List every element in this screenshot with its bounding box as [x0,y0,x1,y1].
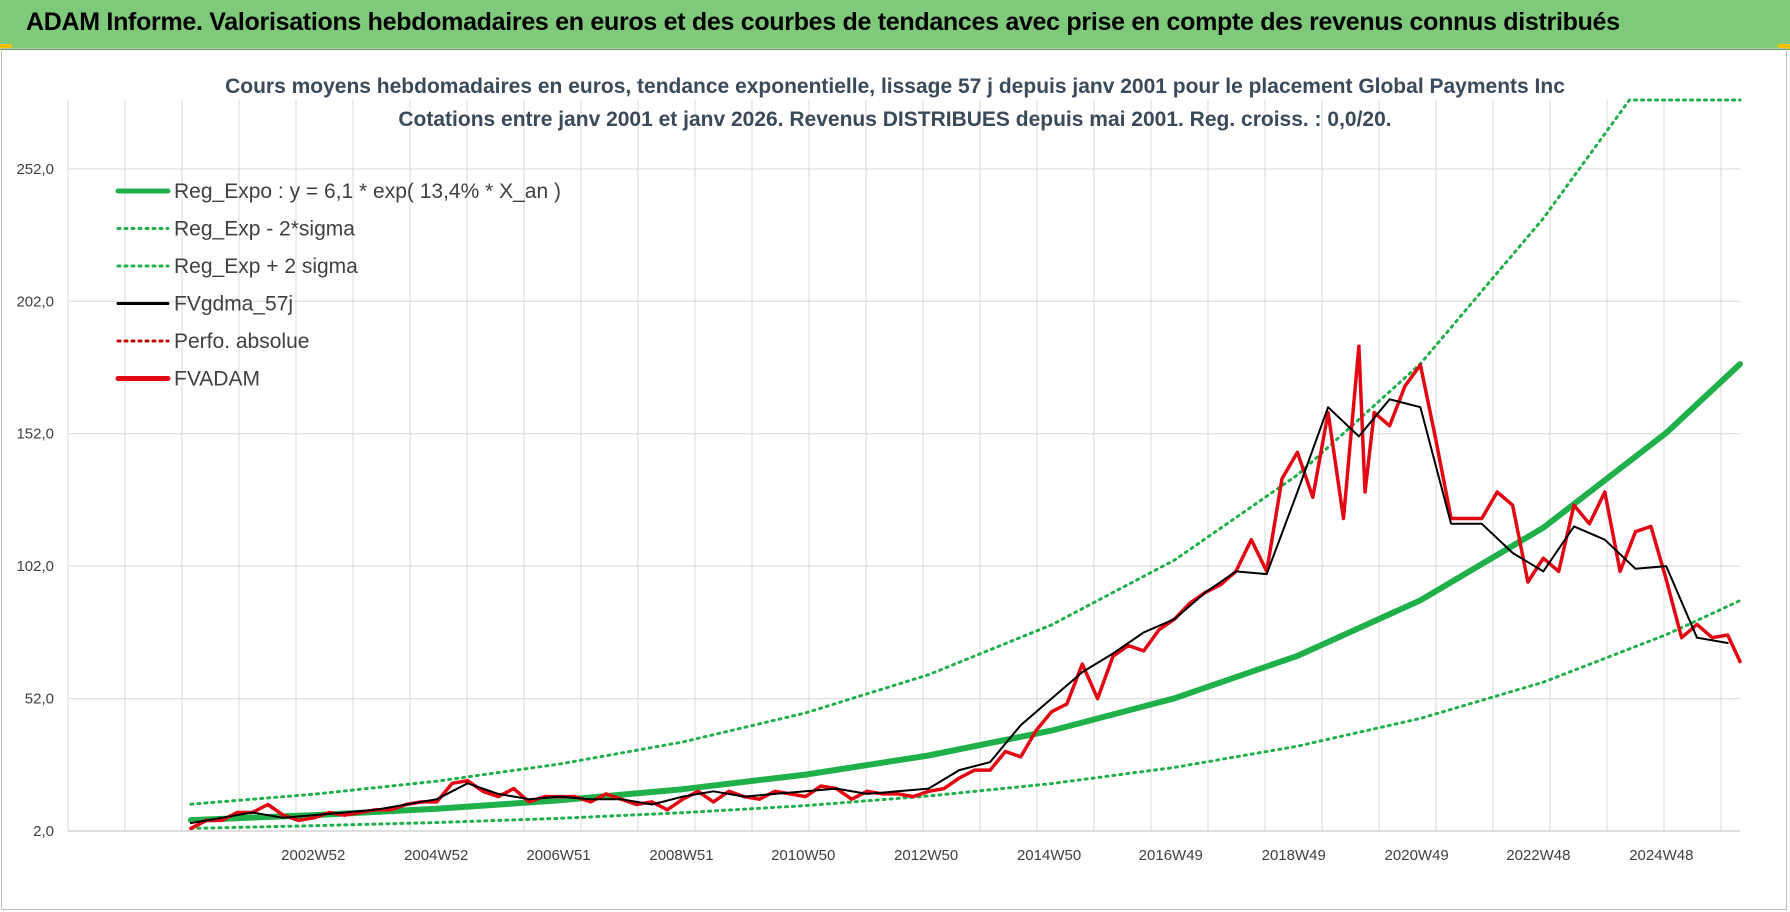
x-tick-label: 2008W51 [649,847,713,864]
corner-marker [1778,44,1790,49]
series-line-reg-minus-2sigma [189,599,1742,830]
x-tick-label: 2002W52 [281,847,345,864]
legend-entry: Reg_Exp + 2 sigma [174,255,358,278]
legend-entry: Reg_Expo : y = 6,1 * exp( 13,4% * X_an ) [174,180,561,203]
y-tick-label: 152,0 [16,426,54,443]
legend-entry: FVgdma_57j [174,293,293,316]
series-line-fvadam [189,344,1742,831]
chart-frame [1,48,1787,910]
x-tick-label: 2004W52 [404,847,468,864]
x-tick-label: 2010W50 [771,847,835,864]
legend-entry: Reg_Exp - 2*sigma [174,218,355,241]
grid-layer [67,100,1740,832]
x-tick-label: 2012W50 [894,847,958,864]
axis-labels: 2,0 52,0 102,0 152,0 202,0 252,0 2002W52 2004W5… [16,161,1693,864]
corner-marker [0,44,12,49]
chart-title-line1: Cours moyens hebdomadaires en euros, ten… [225,75,1565,98]
x-tick-label: 2020W49 [1385,847,1449,864]
header-bar: ADAM Informe. Valorisations hebdomadaire… [0,0,1790,50]
y-tick-label: 252,0 [16,161,54,178]
series-line-reg-expo [187,361,1743,824]
legend: Reg_Expo : y = 6,1 * exp( 13,4% * X_an )… [115,180,561,391]
legend-entry: FVADAM [174,368,260,391]
x-tick-label: 2022W48 [1506,847,1570,864]
x-tick-label: 2014W50 [1017,847,1081,864]
legend-entry: Perfo. absolue [174,330,309,353]
y-tick-label: 202,0 [16,293,54,310]
x-tick-label: 2018W49 [1262,847,1326,864]
x-tick-label: 2016W49 [1139,847,1203,864]
series-line-reg-plus-2sigma [189,98,1742,806]
series-layer [187,98,1743,831]
y-tick-label: 52,0 [25,691,54,708]
x-tick-label: 2006W51 [526,847,590,864]
series-line-fvgdma [189,398,1729,825]
chart-title-line2: Cotations entre janv 2001 et janv 2026. … [398,108,1391,131]
y-tick-label: 2,0 [33,823,54,840]
page-title: ADAM Informe. Valorisations hebdomadaire… [26,8,1620,36]
x-tick-label: 2024W48 [1629,847,1693,864]
y-tick-label: 102,0 [16,558,54,575]
